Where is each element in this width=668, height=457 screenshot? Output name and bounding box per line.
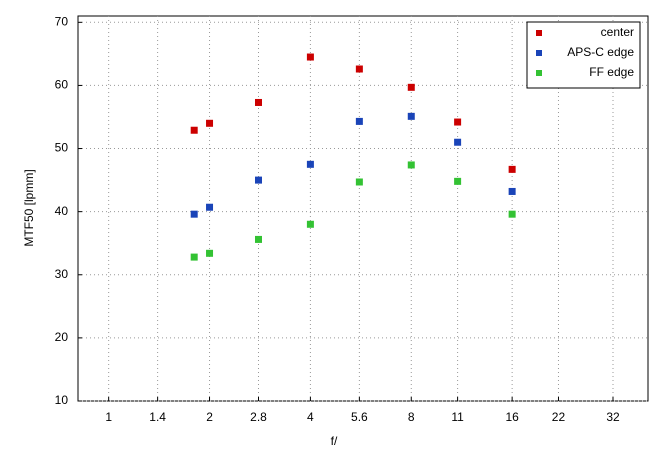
legend-marker — [536, 30, 542, 36]
marker — [306, 53, 314, 61]
marker — [454, 118, 462, 126]
y-tick-label: 60 — [55, 78, 69, 92]
legend-label: center — [601, 25, 634, 39]
marker — [355, 178, 363, 186]
marker — [190, 253, 198, 261]
x-tick-label: 1.4 — [149, 410, 166, 424]
x-tick-label: 32 — [606, 410, 620, 424]
marker — [508, 165, 516, 173]
x-tick-label: 2.8 — [250, 410, 267, 424]
y-tick-label: 70 — [55, 14, 69, 28]
x-tick-label: 5.6 — [351, 410, 368, 424]
marker — [454, 138, 462, 146]
x-tick-label: 8 — [408, 410, 415, 424]
marker — [206, 203, 214, 211]
marker — [206, 249, 214, 257]
legend-label: FF edge — [589, 65, 634, 79]
y-tick-label: 40 — [55, 204, 69, 218]
legend-box — [526, 21, 641, 89]
legend-marker — [536, 70, 542, 76]
marker — [190, 126, 198, 134]
y-tick-label: 20 — [55, 330, 69, 344]
marker — [254, 235, 262, 243]
x-tick-label: 22 — [552, 410, 566, 424]
marker — [454, 177, 462, 185]
marker — [190, 210, 198, 218]
x-tick-label: 4 — [307, 410, 314, 424]
marker — [306, 220, 314, 228]
legend-label: APS-C edge — [567, 45, 634, 59]
y-tick-label: 10 — [55, 393, 69, 407]
y-axis-label: MTF50 [lpmm] — [22, 169, 36, 246]
marker — [508, 210, 516, 218]
marker — [508, 187, 516, 195]
marker — [407, 161, 415, 169]
y-tick-label: 50 — [55, 141, 69, 155]
marker — [407, 112, 415, 120]
legend-marker — [536, 50, 542, 56]
marker — [254, 98, 262, 106]
x-tick-label: 2 — [206, 410, 213, 424]
marker — [254, 176, 262, 184]
x-tick-label: 11 — [451, 410, 464, 424]
x-tick-label: 1 — [105, 410, 112, 424]
x-axis-label: f/ — [331, 434, 338, 448]
marker — [355, 117, 363, 125]
x-tick-label: 16 — [505, 410, 519, 424]
marker — [206, 119, 214, 127]
marker — [407, 83, 415, 91]
y-tick-label: 30 — [55, 267, 69, 281]
marker — [355, 65, 363, 73]
marker — [306, 160, 314, 168]
